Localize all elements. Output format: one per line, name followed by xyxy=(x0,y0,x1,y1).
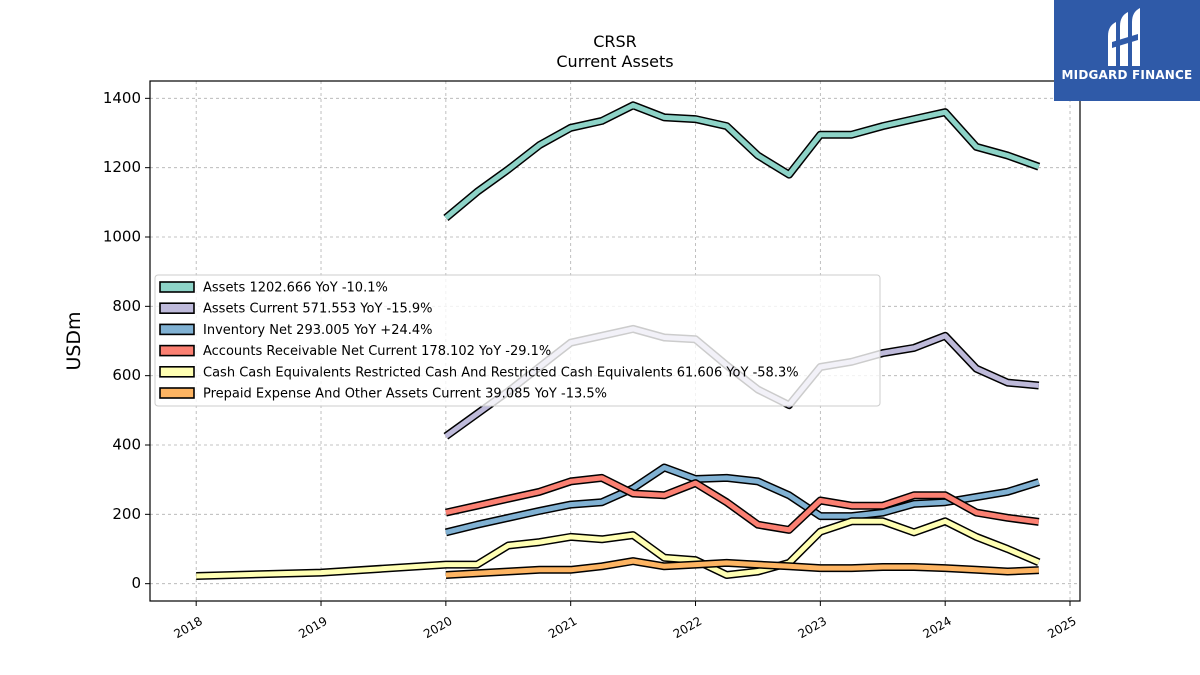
legend-label-1: Assets 1202.666 YoY -10.1% xyxy=(203,281,388,296)
series-line-1 xyxy=(444,102,1040,220)
series-line-3 xyxy=(445,465,1040,535)
legend-swatch-2 xyxy=(159,302,195,315)
legend-swatch-3 xyxy=(159,323,195,336)
y-axis-label: USDm xyxy=(63,311,85,370)
legend-label-6: Prepaid Expense And Other Assets Current… xyxy=(203,387,607,402)
x-tick-label: 2025 xyxy=(1045,614,1078,641)
x-tick-label: 2018 xyxy=(171,614,204,641)
legend-swatch-4 xyxy=(159,344,195,357)
x-tick-label: 2021 xyxy=(546,614,579,641)
chart-title: CRSR xyxy=(593,32,637,51)
legend-label-3: Inventory Net 293.005 YoY +24.4% xyxy=(203,323,433,338)
y-tick-label: 800 xyxy=(112,297,141,315)
midgard-logo-icon xyxy=(1108,8,1140,66)
legend-label-2: Assets Current 571.553 YoY -15.9% xyxy=(203,302,433,317)
y-tick-label: 1000 xyxy=(103,228,141,246)
x-tick-label: 2023 xyxy=(796,614,829,641)
legend-swatch-1 xyxy=(159,281,195,293)
y-tick-label: 600 xyxy=(112,366,141,384)
y-tick-label: 1400 xyxy=(103,89,141,107)
legend: Assets 1202.666 YoY -10.1% Assets Current… xyxy=(154,274,881,407)
legend-label-5: Cash Cash Equivalents Restricted Cash An… xyxy=(203,365,799,380)
series-line-4 xyxy=(445,475,1040,533)
series-line-6 xyxy=(445,558,1039,578)
y-tick-label: 400 xyxy=(112,436,141,454)
x-tick-label: 2024 xyxy=(920,614,953,641)
legend-swatch-6 xyxy=(159,387,195,399)
legend-label-4: Accounts Receivable Net Current 178.102 … xyxy=(203,344,551,359)
chart-subtitle: Current Assets xyxy=(556,52,673,71)
legend-swatch-5 xyxy=(159,365,195,378)
plot-frame xyxy=(149,80,1081,602)
x-tick-label: 2019 xyxy=(296,614,329,641)
x-tick-label: 2020 xyxy=(421,614,454,641)
brand-name: MIDGARD FINANCE xyxy=(1061,68,1193,82)
y-tick-label: 0 xyxy=(131,574,141,592)
series-outline-1 xyxy=(443,101,1041,221)
x-tick-label: 2022 xyxy=(671,614,704,641)
y-tick-label: 1200 xyxy=(103,158,141,176)
y-tick-label: 200 xyxy=(112,505,141,523)
midgard-finance-logo: MIDGARD FINANCE xyxy=(1054,0,1200,101)
legend-box xyxy=(154,274,881,407)
